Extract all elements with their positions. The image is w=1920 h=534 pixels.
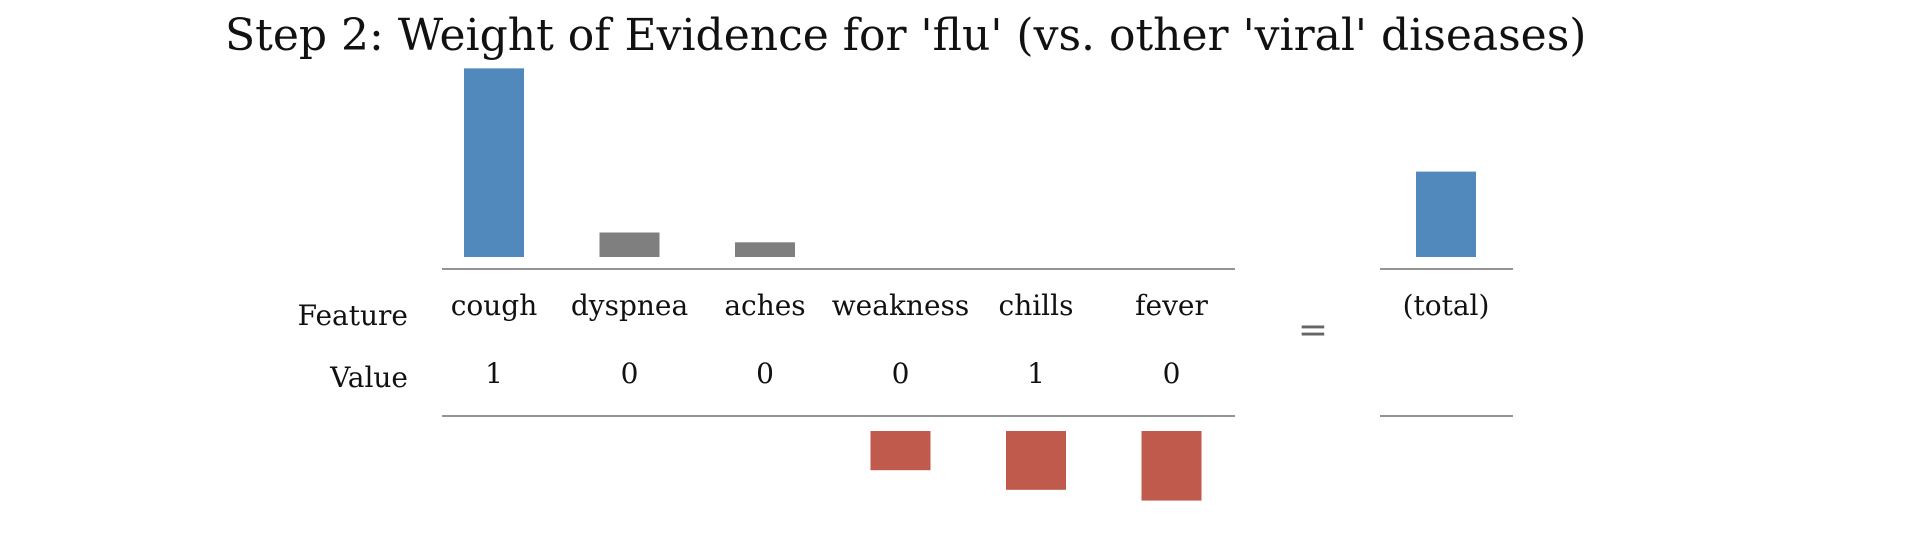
chart-title: Step 2: Weight of Evidence for 'flu' (vs… <box>225 10 1586 61</box>
row-label-value: Value <box>329 361 408 394</box>
equals-sign: = <box>1298 310 1328 351</box>
chart-marks: cough 1 dyspnea 0 aches 0 weakness 0 chills 1 feve… <box>451 68 1476 501</box>
row-label-feature: Feature <box>298 299 408 332</box>
feature-label-weakness: weakness <box>832 289 970 322</box>
bar-total <box>1416 171 1476 257</box>
feature-value-aches: 0 <box>756 357 774 390</box>
bar-aches <box>735 242 795 257</box>
feature-value-dyspnea: 0 <box>621 357 639 390</box>
feature-label-chills: chills <box>999 289 1074 322</box>
bar-chills <box>1006 431 1066 490</box>
bar-dyspnea <box>599 232 660 257</box>
feature-value-cough: 1 <box>485 357 503 390</box>
feature-label-aches: aches <box>724 289 805 322</box>
total-label: (total) <box>1403 289 1490 322</box>
feature-value-weakness: 0 <box>892 357 910 390</box>
feature-label-fever: fever <box>1135 289 1208 322</box>
feature-value-chills: 1 <box>1027 357 1045 390</box>
bar-fever <box>1141 431 1202 501</box>
feature-label-dyspnea: dyspnea <box>571 289 688 322</box>
bar-weakness <box>870 431 931 471</box>
feature-label-cough: cough <box>451 289 538 322</box>
bar-cough <box>464 68 524 257</box>
feature-value-fever: 0 <box>1163 357 1181 390</box>
